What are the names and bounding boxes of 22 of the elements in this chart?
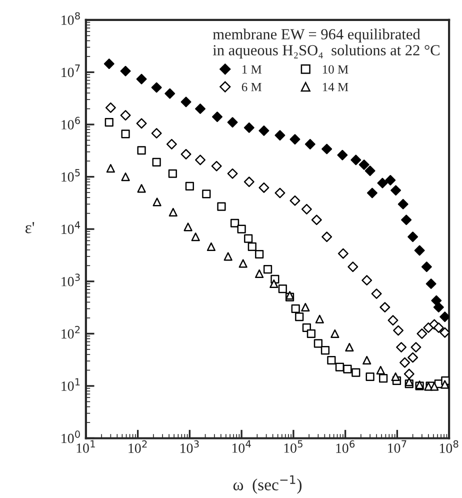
y-tick-label: 10$^{1}$ (62, 378, 80, 391)
legend-label: 6 M (242, 82, 262, 92)
x-tick-label: 10$^{4}$ (232, 440, 251, 453)
x-axis-title: ω (sec$^{−1}$) (233, 475, 302, 494)
y-tick-label: 10$^{3}$ (62, 274, 80, 286)
legend-label: 14 M (322, 82, 348, 92)
y-tick-label: 10$^{8}$ (62, 12, 80, 25)
legend-label: 10 M (322, 65, 348, 74)
legend-title: membrane EW = 964 equilibrated in aqueous H₂SO₄ solutions at 22 °C (212, 28, 440, 58)
x-tick-label: 10$^{7}$ (388, 440, 406, 453)
y-tick-label: 10$^{2}$ (62, 326, 80, 339)
y-axis-title: ε' (25, 222, 34, 234)
x-tick-label: 10$^{6}$ (336, 440, 355, 453)
y-tick-label: 10$^{7}$ (62, 64, 80, 78)
x-tick-label: 10$^{3}$ (180, 440, 199, 453)
legend-label: 1 M (242, 65, 262, 74)
x-tick-label: 10$^{2}$ (128, 440, 147, 453)
y-tick-label: 10$^{5}$ (62, 169, 80, 182)
x-tick-label: 10$^{8}$ (440, 440, 458, 453)
y-tick-label: 10$^{4}$ (62, 221, 80, 234)
y-tick-label: 10$^{6}$ (62, 116, 80, 130)
x-tick-label: 10$^{5}$ (284, 440, 302, 453)
